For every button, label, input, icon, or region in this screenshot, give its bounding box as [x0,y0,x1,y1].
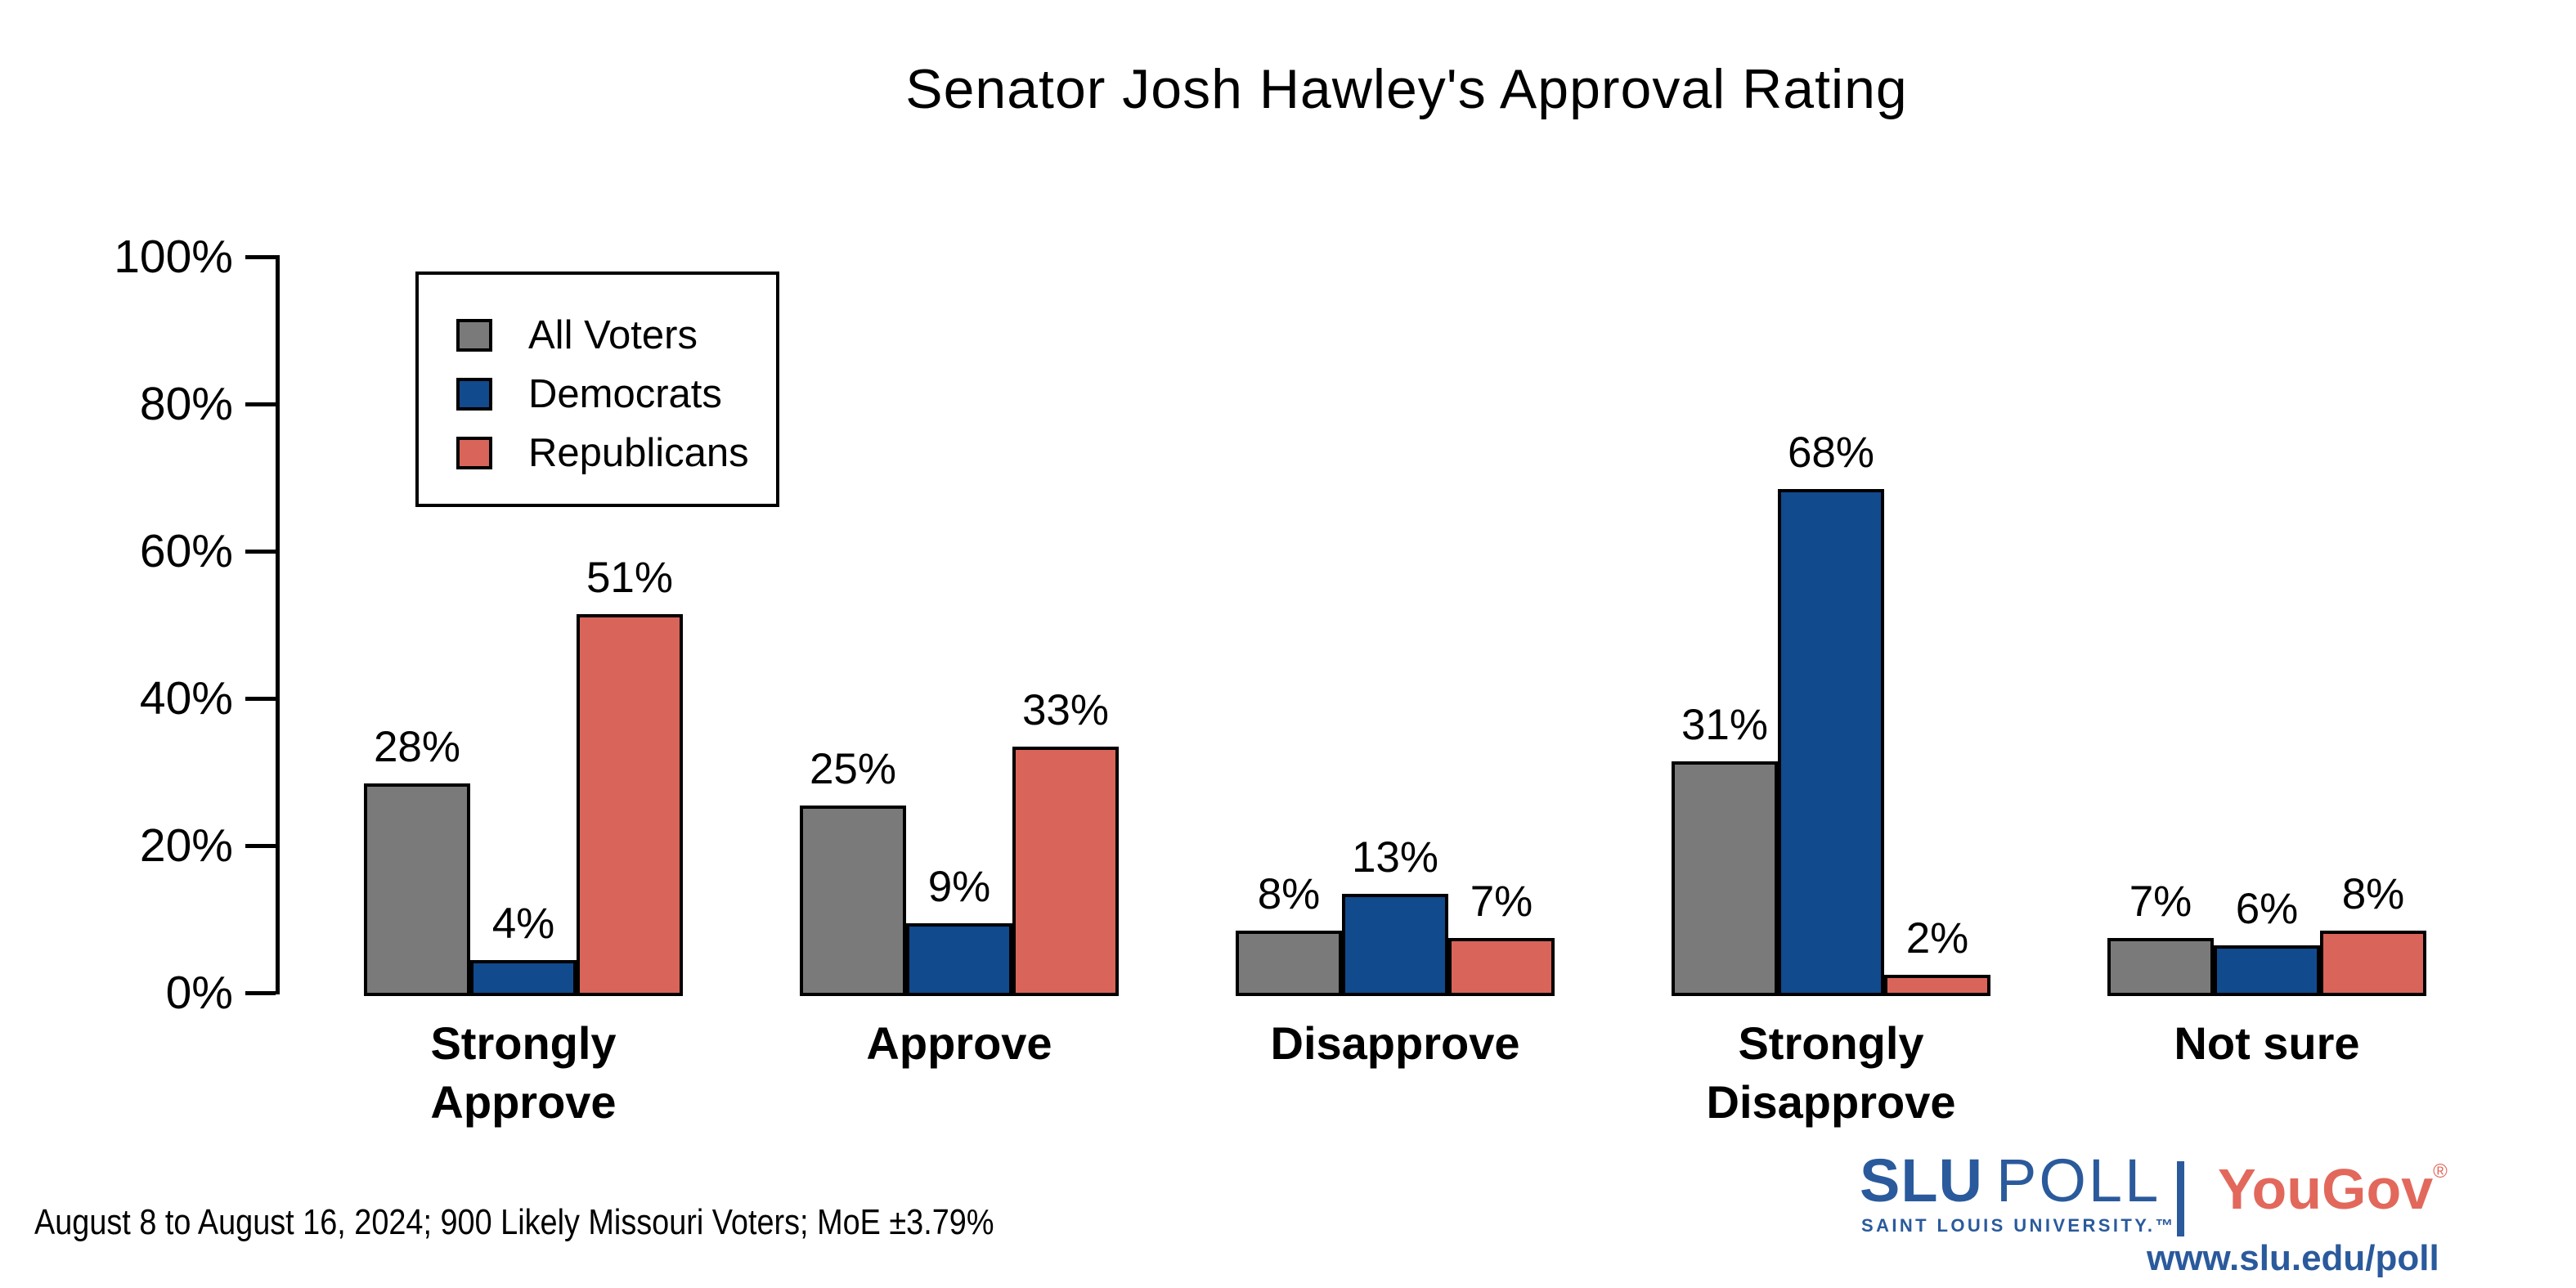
value-label-republicans-disapprove: 7% [1470,877,1533,926]
x-axis-category-label-strongly-approve: Strongly Approve [278,1014,769,1132]
legend-swatch-icon [456,319,492,352]
y-axis-tick-label: 0% [165,967,233,1019]
y-axis-tick [245,697,276,701]
x-axis-category-label-not-sure: Not sure [2022,1014,2512,1073]
registered-mark-icon: ® [2433,1160,2448,1183]
value-label-all-voters-strongly-approve: 28% [373,723,461,771]
bar-all-voters-strongly-disapprove [1672,761,1778,996]
x-axis-category-line: Not sure [2174,1017,2360,1069]
y-axis-tick [245,991,276,995]
legend-swatch-icon [456,378,492,411]
yougov-logo-text: YouGov [2218,1157,2434,1221]
x-axis-category-line: Approve [430,1076,617,1128]
y-axis-tick [245,255,276,259]
slu-poll-logo: SLU POLL [1860,1150,2161,1212]
legend: All Voters Democrats Republicans [415,272,779,507]
legend-item-all-voters: All Voters [419,306,776,365]
y-axis-tick-label: 60% [139,525,233,577]
legend-item-republicans: Republicans [419,424,776,482]
logo-separator-bar [2177,1161,2184,1236]
chart-title: Senator Josh Hawley's Approval Rating [905,58,1908,120]
yougov-logo: YouGov® [2218,1156,2448,1222]
y-axis-tick-label: 20% [139,819,233,872]
x-axis-category-line: Strongly [1738,1017,1924,1069]
value-label-republicans-approve: 33% [1021,686,1110,734]
bar-democrats-strongly-disapprove [1778,489,1884,996]
x-axis-category-line: Strongly [430,1017,617,1069]
value-label-republicans-strongly-disapprove: 2% [1905,914,1969,963]
footnote: August 8 to August 16, 2024; 900 Likely … [34,1202,994,1242]
value-label-republicans-not-sure: 8% [2341,870,2405,918]
bar-republicans-strongly-approve [577,614,683,996]
bar-all-voters-not-sure [2107,938,2214,996]
value-label-democrats-not-sure: 6% [2235,885,2299,933]
legend-label: Democrats [528,372,722,416]
x-axis-category-line: Approve [866,1017,1052,1069]
legend-item-democrats: Democrats [419,365,776,424]
y-axis-tick [245,402,276,406]
legend-label: All Voters [528,313,698,357]
y-axis-tick-label: 80% [139,378,233,430]
y-axis-line [276,255,280,994]
x-axis-category-label-strongly-disapprove: Strongly Disapprove [1586,1014,2076,1132]
value-label-democrats-disapprove: 13% [1351,833,1439,882]
legend-swatch-icon [456,437,492,469]
bar-democrats-approve [906,923,1012,996]
legend-label: Republicans [528,431,749,475]
slu-university-text: SAINT LOUIS UNIVERSITY.™ [1861,1215,2176,1236]
value-label-democrats-strongly-approve: 4% [491,900,555,948]
x-axis-category-line: Disapprove [1270,1017,1520,1069]
value-label-republicans-strongly-approve: 51% [586,554,674,602]
bar-democrats-disapprove [1342,894,1448,996]
y-axis-tick-label: 100% [114,231,233,283]
value-label-all-voters-strongly-disapprove: 31% [1681,701,1769,749]
bar-republicans-disapprove [1448,938,1555,996]
value-label-all-voters-disapprove: 8% [1257,870,1321,918]
x-axis-category-line: Disapprove [1706,1076,1956,1128]
value-label-democrats-approve: 9% [927,863,991,911]
bar-all-voters-disapprove [1236,931,1342,996]
bar-all-voters-approve [800,806,906,996]
x-axis-category-label-disapprove: Disapprove [1150,1014,1640,1073]
y-axis-tick [245,844,276,848]
y-axis-tick [245,550,276,554]
bar-republicans-not-sure [2320,931,2426,996]
value-label-democrats-strongly-disapprove: 68% [1787,429,1875,477]
bar-all-voters-strongly-approve [364,783,470,996]
value-label-all-voters-not-sure: 7% [2129,877,2192,926]
bar-republicans-strongly-disapprove [1884,975,1990,996]
x-axis-category-label-approve: Approve [714,1014,1205,1073]
bar-democrats-not-sure [2214,945,2320,996]
value-label-all-voters-approve: 25% [809,745,897,793]
slu-logo-text: SLU [1860,1147,1983,1214]
bar-republicans-approve [1012,747,1119,996]
y-axis-tick-label: 40% [139,672,233,725]
slu-poll-url: www.slu.edu/poll [2147,1238,2439,1278]
poll-logo-text: POLL [1996,1147,2161,1214]
bar-democrats-strongly-approve [470,960,577,996]
